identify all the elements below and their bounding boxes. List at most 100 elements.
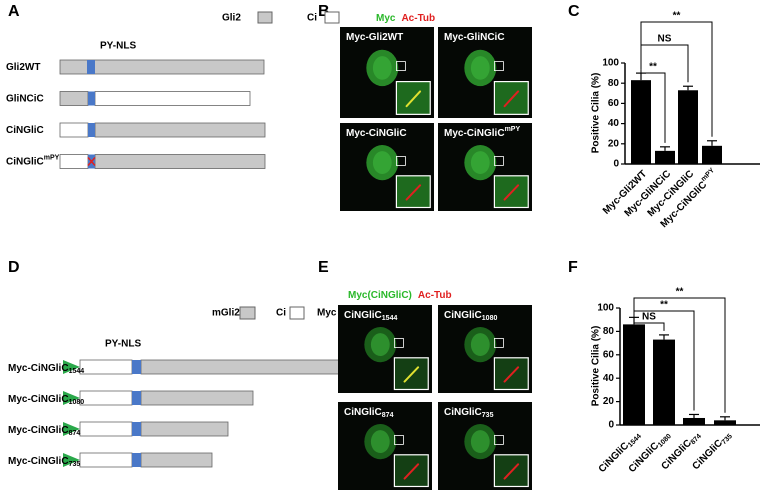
cilium bbox=[503, 463, 520, 480]
image-label: CiNGliC874 bbox=[344, 407, 394, 419]
y-tick-label: 20 bbox=[603, 396, 615, 407]
panel-label: A bbox=[8, 3, 20, 20]
significance-bracket bbox=[633, 297, 726, 413]
construct-name-base: Gli2WT bbox=[6, 62, 40, 73]
domain-box bbox=[140, 452, 213, 468]
panel-label: C bbox=[568, 3, 580, 20]
construct-name-sub: 735 bbox=[69, 461, 81, 468]
domain-box bbox=[79, 390, 133, 406]
image-label-sub: 735 bbox=[482, 412, 494, 419]
legend-label: Ci bbox=[276, 308, 286, 319]
domain-box bbox=[132, 453, 141, 467]
legend-label: Myc bbox=[317, 308, 337, 319]
roi-box bbox=[395, 61, 406, 71]
panel-label: F bbox=[568, 259, 578, 276]
domain-box bbox=[59, 91, 89, 106]
image-label-base: Myc-CiNGliC bbox=[346, 128, 407, 139]
significance-label: NS bbox=[658, 34, 672, 45]
image-label-base: Myc-GliNCiC bbox=[444, 32, 505, 43]
y-tick-label: 0 bbox=[608, 420, 614, 431]
domain-box bbox=[87, 60, 95, 74]
construct-name-base: Myc-CiNGliC bbox=[8, 425, 69, 436]
bar bbox=[683, 417, 705, 425]
significance-label: ** bbox=[660, 300, 668, 311]
significance-bracket bbox=[633, 313, 665, 331]
construct-name: Gli2WT bbox=[6, 62, 40, 73]
domain-box bbox=[94, 91, 251, 106]
construct-name-sup: mPY bbox=[44, 154, 60, 161]
domain-box bbox=[88, 91, 95, 106]
cilium bbox=[503, 90, 520, 108]
legend-swatch bbox=[239, 306, 256, 320]
image-label-base: CiNGliC bbox=[444, 310, 482, 321]
construct-name-base: Myc-CiNGliC bbox=[8, 363, 69, 374]
domain-box bbox=[88, 123, 95, 137]
domain-box bbox=[79, 452, 133, 468]
construct-name-sub: 1080 bbox=[69, 399, 85, 406]
cilium bbox=[405, 90, 422, 108]
domain-box bbox=[59, 122, 89, 138]
cilium bbox=[503, 184, 520, 201]
myc-tag bbox=[63, 422, 80, 436]
micrograph: Myc-GliNCiC bbox=[438, 27, 532, 118]
domain-box bbox=[59, 154, 89, 169]
stain-title: Myc(CiNGliC) Ac-Tub bbox=[348, 290, 452, 301]
panel-label: B bbox=[318, 3, 330, 20]
construct-name-sub: 874 bbox=[69, 430, 81, 437]
image-label-sub: 1080 bbox=[482, 315, 498, 322]
legend-label: Ci bbox=[307, 13, 317, 24]
roi-box bbox=[393, 338, 404, 348]
nucleus-glow bbox=[470, 56, 490, 80]
myc-tag bbox=[63, 360, 80, 374]
y-tick-label: 80 bbox=[608, 78, 620, 89]
legend-label: Gli2 bbox=[222, 13, 241, 24]
nucleus-glow bbox=[370, 430, 390, 454]
nucleus-glow bbox=[470, 333, 490, 357]
nucleus-glow bbox=[370, 333, 390, 357]
inset bbox=[393, 454, 429, 488]
bar bbox=[653, 339, 675, 425]
image-label: Myc-CiNGliCmPY bbox=[444, 126, 520, 139]
significance-label: ** bbox=[649, 62, 657, 73]
bar bbox=[655, 150, 675, 164]
image-label-base: Myc-Gli2WT bbox=[346, 32, 403, 43]
micrograph: CiNGliC1080 bbox=[438, 305, 532, 393]
image-label-base: CiNGliC bbox=[344, 407, 382, 418]
y-tick-label: 60 bbox=[608, 98, 620, 109]
nucleus-glow bbox=[470, 151, 490, 175]
image-label: CiNGliC735 bbox=[444, 407, 494, 419]
roi-box bbox=[395, 156, 406, 166]
bar bbox=[714, 420, 736, 425]
domain-box bbox=[132, 391, 141, 405]
stain-green: Myc bbox=[376, 13, 396, 24]
roi-box bbox=[493, 61, 504, 71]
inset bbox=[493, 175, 529, 209]
x-tick-label-sub: 1544 bbox=[627, 433, 643, 449]
panel-label: D bbox=[8, 259, 20, 276]
myc-tag bbox=[63, 391, 80, 405]
domain-box bbox=[140, 421, 229, 437]
y-tick-label: 0 bbox=[613, 159, 619, 170]
legend-label: mGli2 bbox=[212, 308, 240, 319]
cilium bbox=[403, 463, 420, 480]
domain-box bbox=[79, 421, 133, 437]
y-tick-label: 60 bbox=[603, 349, 615, 360]
stain-title: Myc Ac-Tub bbox=[376, 13, 435, 24]
bar bbox=[623, 324, 645, 425]
nucleus-glow bbox=[372, 151, 392, 175]
construct-name-base: Myc-CiNGliC bbox=[8, 456, 69, 467]
panel-label: E bbox=[318, 259, 329, 276]
micrograph: Myc-CiNGliCmPY bbox=[438, 123, 532, 211]
y-tick-label: 40 bbox=[603, 373, 615, 384]
micrograph: CiNGliC735 bbox=[438, 402, 532, 490]
construct-name: GliNCiC bbox=[6, 93, 44, 104]
x-tick-label-sub: 874 bbox=[690, 433, 703, 446]
construct-name: Myc-CiNGliC1544 bbox=[8, 363, 84, 375]
construct-name-base: GliNCiC bbox=[6, 93, 44, 104]
domain-box bbox=[59, 59, 265, 75]
cilium bbox=[403, 366, 420, 383]
significance-label: ** bbox=[673, 11, 681, 22]
micrograph: Myc-Gli2WT bbox=[340, 27, 434, 118]
y-tick-label: 40 bbox=[608, 118, 620, 129]
